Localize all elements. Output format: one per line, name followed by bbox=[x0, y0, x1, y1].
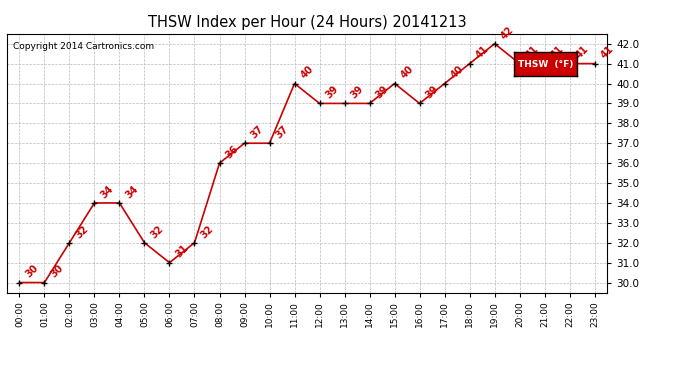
Text: 39: 39 bbox=[374, 84, 391, 100]
Text: 34: 34 bbox=[124, 183, 140, 200]
Text: 41: 41 bbox=[474, 44, 491, 61]
Text: 41: 41 bbox=[524, 44, 540, 61]
Text: 32: 32 bbox=[74, 224, 90, 240]
Text: 34: 34 bbox=[99, 183, 115, 200]
Text: 41: 41 bbox=[574, 44, 591, 61]
Text: 31: 31 bbox=[174, 243, 190, 260]
Text: 40: 40 bbox=[399, 64, 415, 81]
Text: Copyright 2014 Cartronics.com: Copyright 2014 Cartronics.com bbox=[13, 42, 154, 51]
Text: 30: 30 bbox=[23, 263, 40, 280]
Text: 42: 42 bbox=[499, 24, 515, 41]
Text: 40: 40 bbox=[448, 64, 465, 81]
Text: 39: 39 bbox=[424, 84, 440, 100]
Title: THSW Index per Hour (24 Hours) 20141213: THSW Index per Hour (24 Hours) 20141213 bbox=[148, 15, 466, 30]
Text: 37: 37 bbox=[274, 124, 290, 141]
Text: 32: 32 bbox=[199, 224, 215, 240]
Text: 32: 32 bbox=[148, 224, 165, 240]
Text: 36: 36 bbox=[224, 144, 240, 160]
Text: 41: 41 bbox=[549, 44, 565, 61]
Text: 30: 30 bbox=[48, 263, 65, 280]
Text: 39: 39 bbox=[348, 84, 365, 100]
Text: 40: 40 bbox=[299, 64, 315, 81]
Text: 39: 39 bbox=[324, 84, 340, 100]
Text: 41: 41 bbox=[599, 44, 615, 61]
Text: 37: 37 bbox=[248, 124, 265, 141]
